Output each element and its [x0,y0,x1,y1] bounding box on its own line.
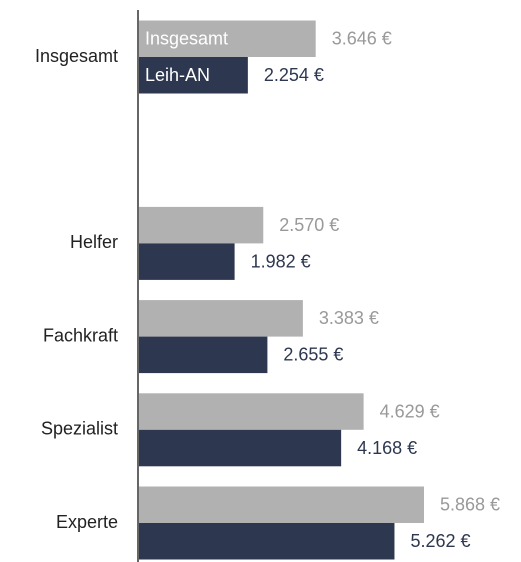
value-label: 2.570 € [279,215,339,235]
bar [139,20,316,57]
bar [139,523,395,560]
value-label: 5.262 € [410,531,470,551]
value-label: 4.629 € [380,401,440,421]
bar [139,393,364,430]
bar [139,57,248,94]
bar [139,486,424,523]
bar [139,429,342,467]
value-label: 2.254 € [264,65,324,85]
bar [139,243,235,280]
category-label: Spezialist [41,419,118,439]
legend-label: Leih-AN [145,65,210,85]
category-label: Helfer [70,232,118,252]
category-label: Experte [56,512,118,532]
value-label: 5.868 € [440,495,500,515]
bar [139,300,303,337]
value-label: 2.655 € [283,345,343,365]
value-label: 1.982 € [251,251,311,271]
category-label: Fachkraft [43,325,118,345]
legend-label: Insgesamt [145,29,228,49]
value-label: 3.646 € [332,29,392,49]
value-label: 3.383 € [319,308,379,328]
bar [139,336,268,374]
bar [139,206,264,244]
category-label: Insgesamt [35,46,118,66]
value-label: 4.168 € [357,438,417,458]
